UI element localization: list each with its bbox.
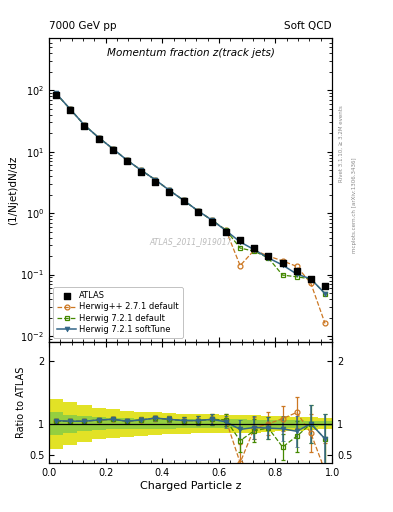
Herwig++ 2.7.1 default	[224, 227, 228, 233]
Herwig 7.2.1 default	[54, 91, 59, 97]
ATLAS	[279, 259, 286, 267]
Herwig 7.2.1 softTune	[280, 262, 285, 268]
X-axis label: Charged Particle z: Charged Particle z	[140, 481, 241, 491]
Herwig 7.2.1 default	[153, 177, 158, 183]
Herwig++ 2.7.1 default	[323, 321, 327, 327]
Text: Rivet 3.1.10, ≥ 3.2M events: Rivet 3.1.10, ≥ 3.2M events	[339, 105, 344, 182]
ATLAS	[180, 197, 187, 205]
ATLAS	[81, 122, 88, 131]
Herwig 7.2.1 softTune	[181, 197, 186, 203]
Herwig 7.2.1 default	[110, 145, 115, 152]
Herwig++ 2.7.1 default	[139, 167, 143, 173]
Text: 7000 GeV pp: 7000 GeV pp	[49, 21, 117, 31]
Herwig++ 2.7.1 default	[181, 197, 186, 203]
ATLAS	[138, 168, 144, 176]
Herwig 7.2.1 default	[238, 245, 242, 251]
ATLAS	[308, 275, 314, 283]
Herwig 7.2.1 default	[280, 272, 285, 278]
Herwig 7.2.1 default	[68, 106, 73, 113]
Text: Soft QCD: Soft QCD	[285, 21, 332, 31]
Y-axis label: (1/Njet)dN/dz: (1/Njet)dN/dz	[7, 156, 18, 225]
Herwig++ 2.7.1 default	[309, 280, 313, 286]
ATLAS	[67, 106, 73, 115]
Herwig++ 2.7.1 default	[68, 106, 73, 113]
Line: Herwig++ 2.7.1 default: Herwig++ 2.7.1 default	[54, 91, 327, 326]
Herwig 7.2.1 softTune	[209, 217, 214, 223]
Herwig 7.2.1 default	[96, 135, 101, 141]
Herwig++ 2.7.1 default	[167, 187, 172, 194]
Herwig 7.2.1 softTune	[195, 207, 200, 214]
ATLAS	[322, 282, 328, 290]
Herwig++ 2.7.1 default	[153, 177, 158, 183]
Herwig++ 2.7.1 default	[294, 263, 299, 269]
Text: Momentum fraction z(track jets): Momentum fraction z(track jets)	[107, 48, 275, 57]
Text: mcplots.cern.ch [arXiv:1306.3436]: mcplots.cern.ch [arXiv:1306.3436]	[352, 157, 357, 252]
Herwig 7.2.1 softTune	[153, 177, 158, 183]
Herwig 7.2.1 softTune	[323, 290, 327, 296]
Herwig 7.2.1 softTune	[224, 227, 228, 233]
Herwig 7.2.1 softTune	[309, 276, 313, 282]
ATLAS	[152, 178, 158, 186]
Herwig++ 2.7.1 default	[125, 157, 129, 163]
Herwig++ 2.7.1 default	[54, 91, 59, 97]
Herwig 7.2.1 softTune	[266, 255, 271, 261]
Herwig 7.2.1 default	[209, 217, 214, 223]
Line: Herwig 7.2.1 default: Herwig 7.2.1 default	[54, 91, 327, 296]
Herwig 7.2.1 default	[323, 290, 327, 296]
ATLAS	[195, 208, 201, 216]
Herwig 7.2.1 softTune	[110, 145, 115, 152]
Herwig 7.2.1 softTune	[139, 167, 143, 173]
Herwig++ 2.7.1 default	[82, 122, 87, 129]
Herwig 7.2.1 softTune	[68, 106, 73, 113]
Herwig++ 2.7.1 default	[209, 217, 214, 223]
Text: ATLAS_2011_I919017: ATLAS_2011_I919017	[149, 237, 232, 246]
Herwig 7.2.1 default	[195, 207, 200, 214]
Herwig 7.2.1 softTune	[252, 247, 257, 253]
Herwig 7.2.1 default	[167, 187, 172, 194]
ATLAS	[294, 267, 300, 275]
Herwig++ 2.7.1 default	[266, 253, 271, 259]
ATLAS	[251, 244, 257, 252]
Herwig++ 2.7.1 default	[195, 207, 200, 214]
Herwig 7.2.1 softTune	[238, 239, 242, 245]
Herwig 7.2.1 softTune	[54, 90, 59, 96]
Herwig 7.2.1 default	[139, 167, 143, 173]
Herwig++ 2.7.1 default	[110, 145, 115, 152]
Herwig 7.2.1 default	[82, 122, 87, 129]
Herwig 7.2.1 softTune	[294, 271, 299, 277]
Herwig 7.2.1 softTune	[96, 135, 101, 141]
Legend: ATLAS, Herwig++ 2.7.1 default, Herwig 7.2.1 default, Herwig 7.2.1 softTune: ATLAS, Herwig++ 2.7.1 default, Herwig 7.…	[53, 287, 183, 338]
ATLAS	[237, 236, 243, 244]
ATLAS	[166, 188, 173, 196]
ATLAS	[223, 227, 229, 236]
Herwig 7.2.1 default	[294, 274, 299, 280]
Herwig 7.2.1 default	[309, 276, 313, 282]
Herwig 7.2.1 default	[252, 248, 257, 254]
ATLAS	[110, 146, 116, 155]
Y-axis label: Ratio to ATLAS: Ratio to ATLAS	[16, 367, 26, 438]
ATLAS	[124, 157, 130, 165]
Line: Herwig 7.2.1 softTune: Herwig 7.2.1 softTune	[54, 91, 327, 296]
ATLAS	[53, 91, 59, 99]
Herwig++ 2.7.1 default	[252, 247, 257, 253]
ATLAS	[209, 218, 215, 226]
Herwig++ 2.7.1 default	[96, 135, 101, 141]
Herwig 7.2.1 default	[266, 255, 271, 261]
Herwig 7.2.1 softTune	[82, 122, 87, 129]
Herwig 7.2.1 default	[125, 157, 129, 163]
Herwig++ 2.7.1 default	[280, 258, 285, 264]
Herwig 7.2.1 softTune	[167, 187, 172, 194]
Herwig 7.2.1 default	[181, 197, 186, 203]
Herwig 7.2.1 default	[224, 227, 228, 233]
Herwig 7.2.1 softTune	[125, 157, 129, 163]
Herwig++ 2.7.1 default	[238, 263, 242, 269]
ATLAS	[95, 135, 102, 143]
ATLAS	[265, 252, 272, 260]
